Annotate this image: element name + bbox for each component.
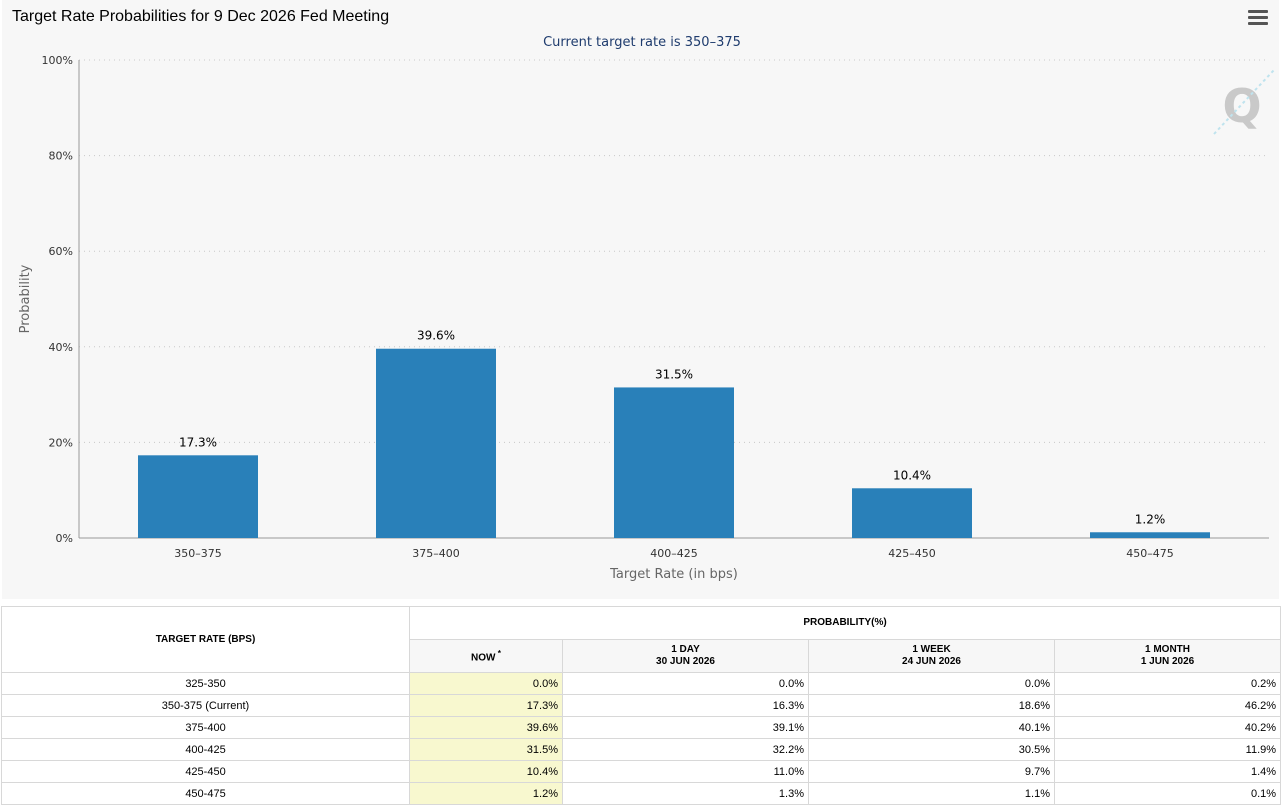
probability-cell: 0.2% bbox=[1053, 672, 1281, 695]
probability-cell: 30.5% bbox=[808, 738, 1055, 761]
x-axis-title: Target Rate (in bps) bbox=[609, 567, 738, 582]
bar[interactable] bbox=[376, 348, 496, 538]
probability-cell: 11.0% bbox=[562, 760, 809, 783]
bar-data-label: 39.6% bbox=[417, 329, 455, 343]
watermark-logo: Q bbox=[1213, 69, 1275, 135]
bar-data-label: 31.5% bbox=[655, 367, 693, 381]
x-tick-label: 350–375 bbox=[174, 547, 222, 560]
rate-cell: 400-425 bbox=[1, 738, 410, 761]
probability-cell: 39.6% bbox=[409, 716, 563, 739]
table-row: 400-425 31.5% 32.2% 30.5% 11.9% bbox=[1, 738, 1281, 761]
x-tick-label: 375–400 bbox=[412, 547, 460, 560]
column-header-date: 24 JUN 2026 bbox=[902, 656, 961, 667]
table-row: 350-375 (Current) 17.3% 16.3% 18.6% 46.2% bbox=[1, 694, 1281, 717]
bar[interactable] bbox=[138, 455, 258, 538]
y-tick-label: 40% bbox=[49, 341, 73, 354]
bar[interactable] bbox=[852, 488, 972, 538]
bar[interactable] bbox=[1090, 532, 1210, 538]
rate-cell: 425-450 bbox=[1, 760, 410, 783]
probability-cell: 1.3% bbox=[562, 782, 809, 805]
column-header-label: 1 MONTH bbox=[1145, 644, 1191, 655]
probability-cell: 39.1% bbox=[562, 716, 809, 739]
probability-cell: 31.5% bbox=[409, 738, 563, 761]
probability-cell: 1.2% bbox=[409, 782, 563, 805]
chart-subtitle: Current target rate is 350–375 bbox=[543, 35, 741, 50]
y-tick-label: 20% bbox=[49, 436, 73, 449]
probability-cell: 0.0% bbox=[808, 672, 1055, 695]
probability-cell: 40.1% bbox=[808, 716, 1055, 739]
bar-chart: Q 0% 20% 40% 60% 80% 100% 17.3% 350–375 39.6% 375… bbox=[18, 35, 1275, 582]
column-header-label: 1 DAY bbox=[671, 644, 700, 655]
table-row: 325-350 0.0% 0.0% 0.0% 0.2% bbox=[1, 672, 1281, 695]
probability-cell: 0.0% bbox=[409, 672, 563, 695]
chart-title: Target Rate Probabilities for 9 Dec 2026… bbox=[12, 8, 390, 25]
y-tick-label: 100% bbox=[42, 54, 73, 67]
table-row: 425-450 10.4% 11.0% 9.7% 1.4% bbox=[1, 760, 1281, 783]
column-header-date: 1 JUN 2026 bbox=[1140, 656, 1195, 667]
column-header-2: 1 WEEK 24 JUN 2026 bbox=[808, 639, 1055, 673]
column-header-label: 1 WEEK bbox=[912, 644, 951, 655]
bar[interactable] bbox=[614, 387, 734, 538]
chart-panel: Q 0% 20% 40% 60% 80% 100% 17.3% 350–375 39.6% 375… bbox=[2, 0, 1279, 599]
column-header-1: 1 DAY 30 JUN 2026 bbox=[562, 639, 809, 673]
rate-cell: 375-400 bbox=[1, 716, 410, 739]
y-tick-label: 0% bbox=[56, 532, 73, 545]
x-tick-label: 450–475 bbox=[1126, 547, 1174, 560]
y-tick-label: 60% bbox=[49, 245, 73, 258]
rate-cell: 450-475 bbox=[1, 782, 410, 805]
probability-cell: 16.3% bbox=[562, 694, 809, 717]
probability-cell: 1.4% bbox=[1053, 760, 1281, 783]
y-axis-title: Probability bbox=[18, 264, 33, 333]
probability-cell: 32.2% bbox=[562, 738, 809, 761]
gridlines bbox=[79, 59, 1269, 443]
probability-cell: 9.7% bbox=[808, 760, 1055, 783]
column-header-3: 1 MONTH 1 JUN 2026 bbox=[1053, 639, 1281, 673]
probability-header: PROBABILITY(%) bbox=[408, 606, 1281, 640]
column-header-label: NOW bbox=[470, 652, 496, 664]
hamburger-menu-icon[interactable] bbox=[1248, 10, 1268, 30]
probability-cell: 0.0% bbox=[562, 672, 809, 695]
table-row: 375-400 39.6% 39.1% 40.1% 40.2% bbox=[1, 716, 1281, 739]
watermark-logo-q: Q bbox=[1222, 79, 1261, 133]
bar-data-label: 1.2% bbox=[1135, 512, 1166, 526]
probability-cell: 46.2% bbox=[1053, 694, 1281, 717]
y-tick-label: 80% bbox=[49, 150, 73, 163]
bars bbox=[138, 348, 1210, 538]
probability-cell: 1.1% bbox=[808, 782, 1055, 805]
probability-cell: 18.6% bbox=[808, 694, 1055, 717]
probability-cell: 11.9% bbox=[1053, 738, 1281, 761]
column-header-0: NOW * bbox=[409, 639, 563, 673]
rate-header: TARGET RATE (BPS) bbox=[1, 606, 410, 673]
probability-cell: 0.1% bbox=[1053, 782, 1281, 805]
watermark-stroke bbox=[1213, 69, 1275, 135]
x-tick-label: 425–450 bbox=[888, 547, 936, 560]
column-header-marker: * bbox=[495, 648, 501, 659]
rate-cell: 350-375 (Current) bbox=[1, 694, 410, 717]
table-row: 450-475 1.2% 1.3% 1.1% 0.1% bbox=[1, 782, 1281, 805]
bar-data-label: 10.4% bbox=[893, 468, 931, 482]
probability-cell: 40.2% bbox=[1053, 716, 1281, 739]
probability-table: TARGET RATE (BPS) PROBABILITY(%) NOW * 1 … bbox=[1, 606, 1281, 805]
x-tick-label: 400–425 bbox=[650, 547, 698, 560]
column-header-date: 30 JUN 2026 bbox=[656, 656, 715, 667]
rate-cell: 325-350 bbox=[1, 672, 410, 695]
probability-cell: 17.3% bbox=[409, 694, 563, 717]
labels: 0% 20% 40% 60% 80% 100% 17.3% 350–375 39.6% 375–4… bbox=[18, 35, 1174, 582]
bar-data-label: 17.3% bbox=[179, 435, 217, 449]
probability-cell: 10.4% bbox=[409, 760, 563, 783]
